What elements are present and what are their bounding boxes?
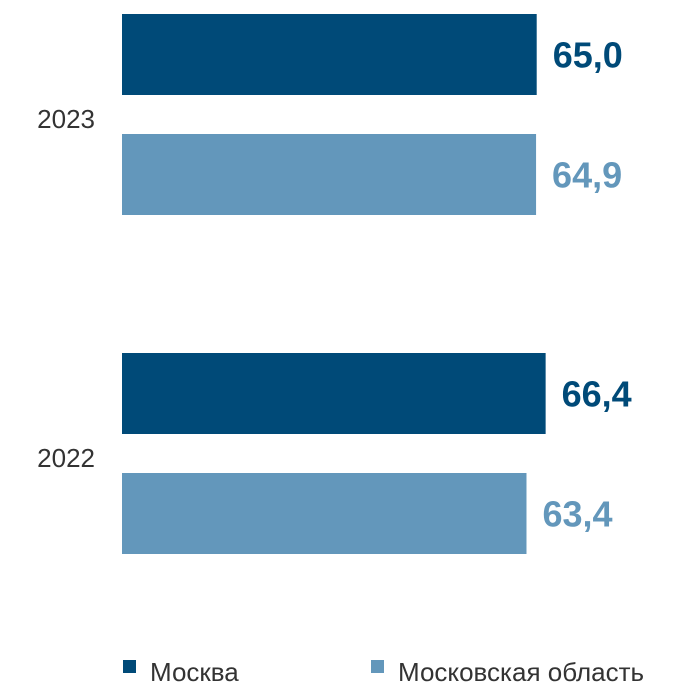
legend-label-moskovskaya-oblast: Московская область (398, 657, 644, 684)
data-label-2022-series-0: 66,4 (562, 374, 632, 415)
category-label-2022: 2022 (37, 443, 95, 473)
labels-layer: 2023 65,0 64,9 2022 66,4 63,4 (37, 35, 632, 535)
legend-label-moskva: Москва (150, 657, 239, 684)
data-label-2022-series-1: 63,4 (542, 494, 612, 535)
legend-swatch-moskva (123, 660, 136, 673)
legend: Москва Московская область (123, 657, 644, 684)
bars-layer (122, 14, 546, 554)
bar-2022-series-0 (122, 353, 546, 434)
bar-2023-series-1 (122, 134, 537, 215)
data-label-2023-series-1: 64,9 (552, 155, 622, 196)
category-label-2023: 2023 (37, 104, 95, 134)
bar-2023-series-0 (122, 14, 537, 95)
bar-2022-series-1 (122, 473, 527, 554)
legend-swatch-moskovskaya-oblast (371, 660, 384, 673)
data-label-2023-series-0: 65,0 (553, 35, 623, 76)
